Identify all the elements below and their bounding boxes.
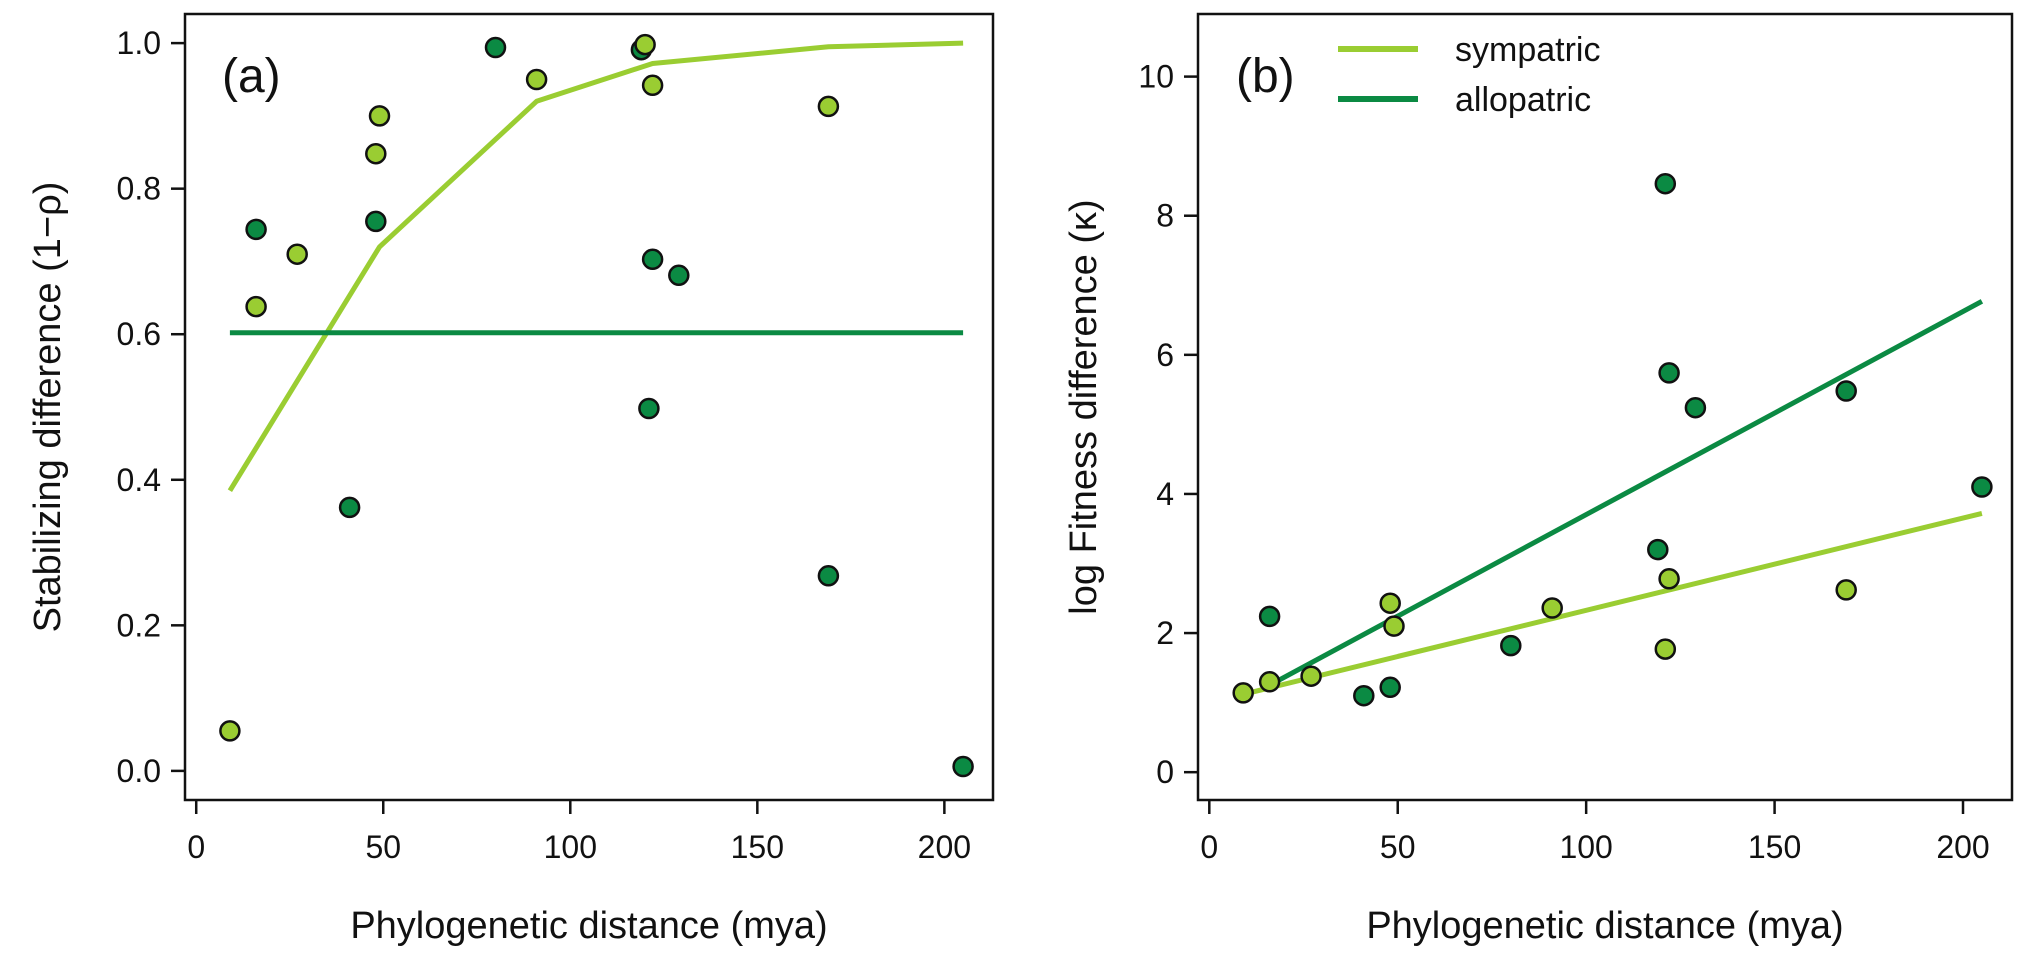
- point-allopatric: [1379, 676, 1401, 699]
- x-tick-label-a: 0: [187, 829, 205, 865]
- fit-line-allopatric: [1268, 299, 1984, 688]
- point-sympatric: [219, 720, 241, 742]
- y-tick-label-a: 0.6: [117, 316, 161, 352]
- point-allopatric: [1654, 172, 1677, 195]
- point-sympatric: [1300, 665, 1322, 687]
- point-sympatric: [1232, 682, 1254, 704]
- x-tick-label-b: 0: [1200, 829, 1218, 865]
- point-sympatric: [245, 295, 267, 318]
- x-axis-label-a: Phylogenetic distance (mya): [350, 905, 827, 947]
- panel-b: (b) Phylogenetic distance (mya) log Fitn…: [1063, 12, 2014, 947]
- panel-a: (a) Phylogenetic distance (mya) Stabiliz…: [27, 12, 995, 947]
- y-axis-b: 0 2 4 6 8 10: [1138, 59, 1198, 790]
- point-sympatric: [641, 74, 664, 97]
- point-sympatric: [286, 243, 308, 265]
- x-tick-label-a: 50: [365, 829, 401, 865]
- point-sympatric: [1654, 638, 1677, 660]
- legend-label-allopatric: allopatric: [1455, 81, 1591, 119]
- point-allopatric: [338, 496, 361, 519]
- y-tick-label-a: 0.2: [117, 607, 161, 643]
- point-allopatric: [1258, 605, 1281, 628]
- point-allopatric: [952, 755, 974, 778]
- legend-label-sympatric: sympatric: [1455, 31, 1600, 69]
- y-tick-label-b: 8: [1156, 198, 1174, 234]
- y-axis-a: 0.0 0.2 0.4 0.6 0.8 1.0: [117, 25, 185, 789]
- y-tick-label-a: 1.0: [117, 25, 161, 61]
- y-tick-label-b: 2: [1156, 615, 1174, 651]
- x-tick-label-b: 100: [1559, 829, 1612, 865]
- legend: sympatric allopatric: [1338, 31, 1600, 119]
- point-sympatric: [1835, 579, 1857, 601]
- fit-line-sympatric: [227, 40, 964, 493]
- plot-frame-b: [1196, 12, 2014, 802]
- fit-lines-a: [227, 40, 964, 493]
- point-allopatric: [1684, 396, 1707, 419]
- point-sympatric: [1258, 671, 1281, 693]
- x-tick-label-b: 150: [1748, 829, 1801, 865]
- point-sympatric: [1658, 568, 1680, 590]
- point-allopatric: [1971, 476, 1993, 498]
- point-sympatric: [817, 95, 840, 118]
- plot-frame-a: [183, 12, 995, 802]
- point-allopatric: [245, 218, 267, 241]
- point-allopatric: [1658, 362, 1680, 384]
- points-a: [219, 33, 974, 778]
- y-axis-label-a: Stabilizing difference (1−ρ): [27, 182, 69, 633]
- point-sympatric: [525, 68, 548, 91]
- point-allopatric: [1647, 538, 1669, 561]
- point-allopatric: [638, 397, 660, 420]
- point-allopatric: [668, 264, 690, 287]
- x-tick-label-b: 50: [1380, 829, 1416, 865]
- point-sympatric: [368, 105, 391, 127]
- x-tick-label-a: 200: [918, 829, 971, 865]
- fit-line-sympatric: [1242, 510, 1983, 697]
- point-allopatric: [1835, 380, 1857, 402]
- point-allopatric: [484, 36, 507, 59]
- y-tick-label-b: 0: [1156, 754, 1174, 790]
- point-allopatric: [1353, 684, 1375, 707]
- point-sympatric: [1379, 592, 1401, 614]
- point-allopatric: [817, 565, 840, 587]
- point-sympatric: [1383, 615, 1405, 637]
- y-tick-label-a: 0.4: [117, 462, 161, 498]
- x-axis-label-b: Phylogenetic distance (mya): [1366, 905, 1843, 947]
- points-b: [1232, 172, 1993, 707]
- y-tick-label-a: 0.8: [117, 171, 161, 207]
- fit-lines-b: [1242, 299, 1984, 697]
- point-sympatric: [365, 142, 387, 165]
- panel-label-b: (b): [1236, 50, 1295, 103]
- point-allopatric: [365, 210, 387, 233]
- point-sympatric: [1541, 597, 1563, 619]
- point-sympatric: [634, 33, 656, 56]
- x-tick-label-a: 150: [731, 829, 784, 865]
- panel-label-a: (a): [222, 50, 281, 103]
- x-tick-label-b: 200: [1936, 829, 1989, 865]
- x-axis-b: 0 50 100 150 200: [1200, 800, 1990, 865]
- x-tick-label-a: 100: [544, 829, 597, 865]
- y-tick-label-b: 4: [1156, 476, 1174, 512]
- y-tick-label-b: 10: [1138, 59, 1174, 95]
- y-tick-label-b: 6: [1156, 337, 1174, 373]
- y-tick-label-a: 0.0: [117, 753, 161, 789]
- y-axis-label-b: log Fitness difference (κ): [1063, 199, 1105, 614]
- x-axis-a: 0 50 100 150 200: [187, 800, 971, 865]
- point-allopatric: [1500, 634, 1522, 657]
- point-allopatric: [641, 248, 664, 271]
